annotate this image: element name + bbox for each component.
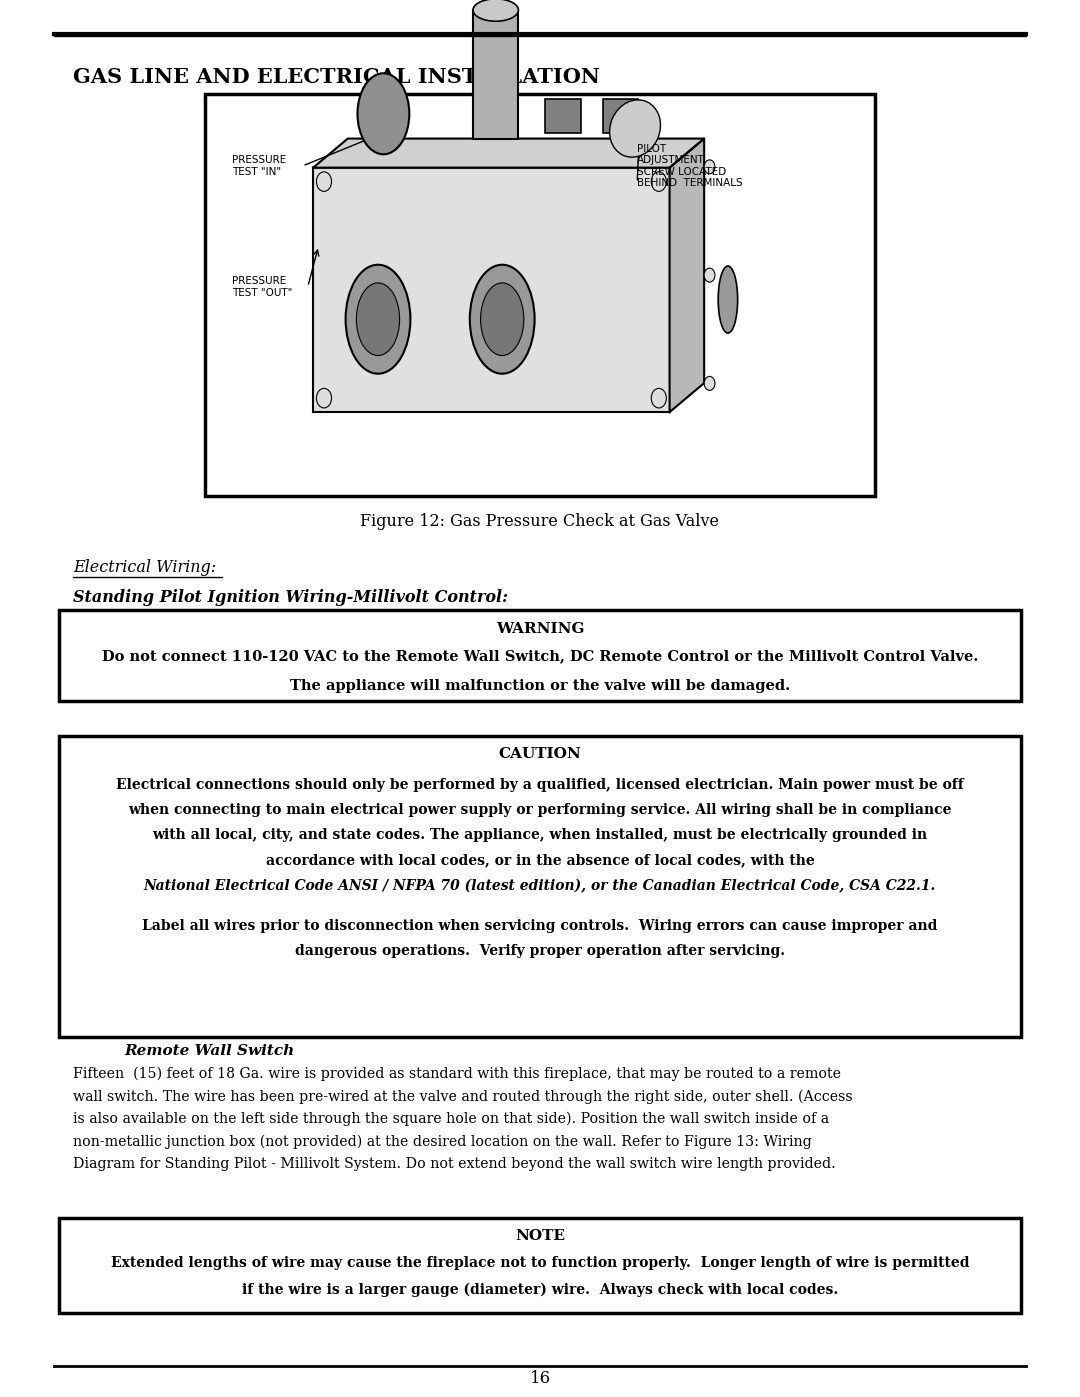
Text: NOTE: NOTE xyxy=(515,1229,565,1243)
Circle shape xyxy=(651,172,666,191)
Text: PRESSURE
TEST "IN": PRESSURE TEST "IN" xyxy=(232,155,286,177)
Text: PRESSURE
TEST "OUT": PRESSURE TEST "OUT" xyxy=(232,277,293,298)
Ellipse shape xyxy=(356,282,400,355)
Text: Electrical Wiring:: Electrical Wiring: xyxy=(73,559,217,576)
Ellipse shape xyxy=(609,99,661,158)
Text: Standing Pilot Ignition Wiring-Millivolt Control:: Standing Pilot Ignition Wiring-Millivolt… xyxy=(73,590,509,606)
Ellipse shape xyxy=(470,264,535,373)
Text: GAS LINE AND ELECTRICAL INSTALLATION: GAS LINE AND ELECTRICAL INSTALLATION xyxy=(73,67,600,87)
Ellipse shape xyxy=(481,282,524,355)
Text: National Electrical Code ANSI / NFPA 70 (latest edition), or the Canadian Electr: National Electrical Code ANSI / NFPA 70 … xyxy=(144,879,936,893)
Circle shape xyxy=(651,388,666,408)
Text: Electrical connections should only be performed by a qualified, licensed electri: Electrical connections should only be pe… xyxy=(117,778,963,792)
Text: dangerous operations.  Verify proper operation after servicing.: dangerous operations. Verify proper oper… xyxy=(295,944,785,958)
Text: Remote Wall Switch: Remote Wall Switch xyxy=(124,1044,295,1058)
Ellipse shape xyxy=(473,0,518,21)
Ellipse shape xyxy=(357,73,409,154)
Bar xyxy=(313,168,670,412)
Text: accordance with local codes, or in the absence of local codes, with the: accordance with local codes, or in the a… xyxy=(266,854,814,868)
Text: Label all wires prior to disconnection when servicing controls.  Wiring errors c: Label all wires prior to disconnection w… xyxy=(143,919,937,933)
Bar xyxy=(545,99,581,133)
Text: The appliance will malfunction or the valve will be damaged.: The appliance will malfunction or the va… xyxy=(289,679,791,693)
Text: WARNING: WARNING xyxy=(496,622,584,636)
Text: CAUTION: CAUTION xyxy=(499,747,581,761)
Circle shape xyxy=(316,172,332,191)
Circle shape xyxy=(704,268,715,282)
Bar xyxy=(603,99,638,133)
Text: if the wire is a larger gauge (diameter) wire.  Always check with local codes.: if the wire is a larger gauge (diameter)… xyxy=(242,1282,838,1296)
Text: PILOT
ADJUSTMENT
SCREW LOCATED
BEHIND  TERMINALS: PILOT ADJUSTMENT SCREW LOCATED BEHIND TE… xyxy=(637,144,743,189)
Ellipse shape xyxy=(346,264,410,373)
Text: Diagram for Standing Pilot - Millivolt System. Do not extend beyond the wall swi: Diagram for Standing Pilot - Millivolt S… xyxy=(73,1157,836,1171)
Bar xyxy=(205,94,875,496)
Text: 16: 16 xyxy=(529,1370,551,1387)
Text: Do not connect 110-120 VAC to the Remote Wall Switch, DC Remote Control or the M: Do not connect 110-120 VAC to the Remote… xyxy=(102,648,978,664)
Circle shape xyxy=(704,376,715,390)
Polygon shape xyxy=(670,138,704,412)
Bar xyxy=(473,10,518,138)
Text: with all local, city, and state codes. The appliance, when installed, must be el: with all local, city, and state codes. T… xyxy=(152,828,928,842)
Text: Fifteen  (15) feet of 18 Ga. wire is provided as standard with this fireplace, t: Fifteen (15) feet of 18 Ga. wire is prov… xyxy=(73,1067,841,1081)
Bar xyxy=(59,610,1021,701)
Text: when connecting to main electrical power supply or performing service. All wirin: when connecting to main electrical power… xyxy=(129,803,951,817)
Ellipse shape xyxy=(718,265,738,332)
Bar xyxy=(59,1218,1021,1313)
Circle shape xyxy=(316,388,332,408)
Polygon shape xyxy=(313,138,704,168)
Text: non-metallic junction box (not provided) at the desired location on the wall. Re: non-metallic junction box (not provided)… xyxy=(73,1134,812,1148)
Text: is also available on the left side through the square hole on that side). Positi: is also available on the left side throu… xyxy=(73,1112,829,1126)
Text: Figure 12: Gas Pressure Check at Gas Valve: Figure 12: Gas Pressure Check at Gas Val… xyxy=(361,513,719,529)
Text: Extended lengths of wire may cause the fireplace not to function properly.  Long: Extended lengths of wire may cause the f… xyxy=(111,1256,969,1270)
Text: wall switch. The wire has been pre-wired at the valve and routed through the rig: wall switch. The wire has been pre-wired… xyxy=(73,1090,853,1104)
Circle shape xyxy=(704,159,715,173)
Bar xyxy=(59,736,1021,1037)
